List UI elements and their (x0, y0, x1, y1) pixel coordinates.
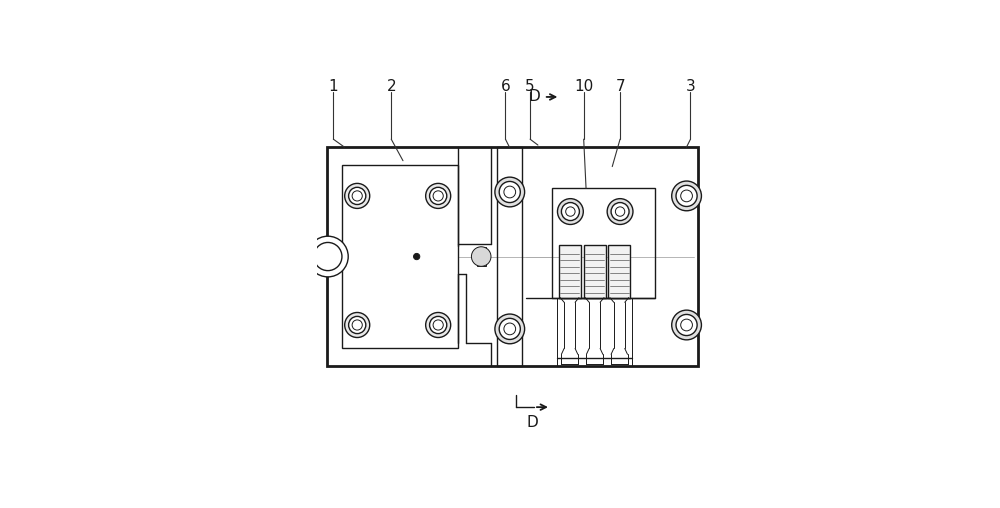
Circle shape (504, 323, 516, 335)
Text: D: D (529, 89, 541, 105)
Circle shape (430, 316, 447, 334)
Circle shape (676, 185, 697, 206)
Circle shape (414, 253, 420, 260)
Circle shape (495, 177, 525, 207)
Circle shape (611, 203, 629, 220)
Circle shape (561, 203, 579, 220)
Circle shape (349, 316, 366, 334)
Circle shape (681, 190, 692, 202)
Circle shape (471, 247, 491, 266)
Text: D: D (526, 415, 538, 430)
Text: 7: 7 (615, 79, 625, 94)
Text: 6: 6 (501, 79, 510, 94)
Bar (477, 247, 486, 266)
Circle shape (607, 199, 633, 225)
Circle shape (495, 314, 525, 344)
Circle shape (430, 187, 447, 205)
Circle shape (566, 207, 575, 216)
Bar (552, 188, 655, 298)
Circle shape (433, 320, 443, 330)
Circle shape (672, 181, 701, 211)
Circle shape (615, 207, 625, 216)
Circle shape (557, 199, 583, 225)
Circle shape (672, 310, 701, 340)
Circle shape (426, 312, 451, 337)
Circle shape (681, 319, 692, 331)
Circle shape (308, 236, 348, 277)
Text: 3: 3 (686, 79, 695, 94)
Text: 5: 5 (525, 79, 535, 94)
Circle shape (352, 191, 362, 201)
Circle shape (349, 187, 366, 205)
Circle shape (433, 191, 443, 201)
Bar (342, 165, 458, 348)
Circle shape (504, 186, 516, 198)
Circle shape (676, 314, 697, 336)
Bar (327, 147, 698, 366)
Circle shape (345, 312, 370, 337)
Bar (584, 245, 606, 298)
Text: 2: 2 (386, 79, 396, 94)
Bar (559, 245, 581, 298)
Circle shape (345, 183, 370, 208)
Circle shape (499, 319, 520, 339)
Bar (608, 245, 630, 298)
Circle shape (499, 181, 520, 203)
Bar (497, 147, 522, 366)
Circle shape (426, 183, 451, 208)
Circle shape (314, 242, 342, 271)
Text: 1: 1 (329, 79, 338, 94)
Text: 10: 10 (574, 79, 593, 94)
Circle shape (352, 320, 362, 330)
